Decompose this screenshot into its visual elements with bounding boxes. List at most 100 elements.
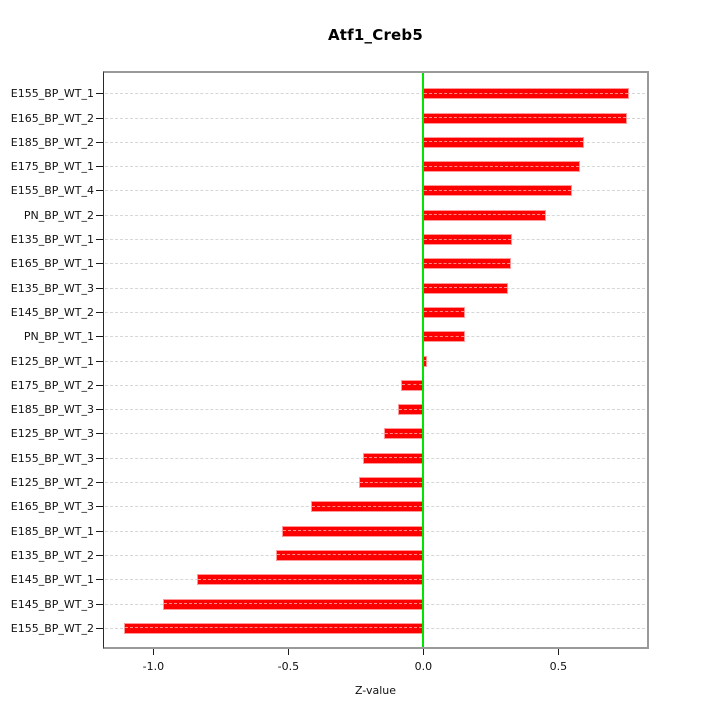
x-axis-tick bbox=[557, 649, 559, 655]
bar-dash-pattern bbox=[424, 238, 512, 240]
bar bbox=[423, 136, 585, 148]
bar-dash-pattern bbox=[424, 262, 511, 264]
bar bbox=[423, 234, 513, 245]
bar bbox=[423, 331, 466, 343]
category-label: E175_BP_WT_2 bbox=[10, 378, 94, 392]
category-label: E155_BP_WT_4 bbox=[10, 184, 94, 198]
bar bbox=[423, 258, 512, 270]
bar-dash-pattern bbox=[424, 335, 465, 337]
bar-dash-pattern bbox=[385, 432, 423, 434]
category-label: E185_BP_WT_2 bbox=[10, 135, 94, 149]
plot-area bbox=[103, 71, 649, 649]
y-axis-tick bbox=[96, 190, 103, 192]
category-label: E155_BP_WT_2 bbox=[10, 621, 94, 635]
y-axis-tick bbox=[96, 263, 103, 265]
bar bbox=[423, 88, 629, 100]
y-axis-tick bbox=[96, 579, 103, 581]
y-axis-tick bbox=[96, 287, 103, 289]
bar-dash-pattern bbox=[311, 505, 423, 507]
bar bbox=[196, 574, 424, 586]
y-axis-tick bbox=[96, 93, 103, 95]
grid-line bbox=[105, 93, 645, 95]
x-tick-label: -1.0 bbox=[142, 660, 165, 673]
bar bbox=[384, 428, 424, 440]
bar-dash-pattern bbox=[424, 117, 627, 118]
bar bbox=[281, 525, 424, 537]
bar bbox=[423, 306, 466, 318]
y-axis-tick bbox=[96, 482, 103, 483]
x-tick-label: -0.5 bbox=[277, 660, 300, 673]
bar-dash-pattern bbox=[276, 554, 423, 556]
y-axis-tick bbox=[96, 117, 103, 119]
bar-dash-pattern bbox=[399, 408, 423, 410]
grid-line bbox=[105, 311, 645, 313]
y-axis-tick bbox=[96, 384, 103, 386]
x-axis-tick bbox=[152, 649, 154, 655]
grid-line bbox=[105, 166, 645, 168]
grid-line bbox=[105, 141, 645, 143]
bar-dash-pattern bbox=[124, 627, 423, 629]
y-axis-tick bbox=[96, 530, 103, 532]
category-label: E185_BP_WT_1 bbox=[10, 524, 94, 538]
category-label: E155_BP_WT_3 bbox=[10, 451, 94, 465]
bar-dash-pattern bbox=[359, 481, 423, 483]
y-axis-tick bbox=[96, 627, 103, 629]
bar-dash-pattern bbox=[424, 141, 584, 143]
grid-line bbox=[105, 239, 645, 240]
y-axis-tick bbox=[96, 360, 103, 362]
bar-dash-pattern bbox=[282, 530, 423, 532]
bar bbox=[310, 501, 424, 513]
grid-line bbox=[105, 117, 645, 119]
grid-line bbox=[105, 360, 645, 362]
y-axis-tick bbox=[96, 336, 103, 338]
grid-line bbox=[105, 214, 645, 216]
category-label: E135_BP_WT_3 bbox=[10, 281, 94, 295]
bar-dash-pattern bbox=[424, 214, 546, 216]
y-axis-tick bbox=[96, 506, 103, 508]
x-axis-tick bbox=[422, 649, 424, 655]
bar-dash-pattern bbox=[424, 92, 628, 94]
y-axis-tick bbox=[96, 603, 103, 605]
y-axis-tick bbox=[96, 311, 103, 313]
x-tick-label: 0.5 bbox=[549, 660, 568, 673]
category-label: E165_BP_WT_2 bbox=[10, 111, 94, 125]
category-label: PN_BP_WT_2 bbox=[23, 208, 94, 222]
bar-dash-pattern bbox=[402, 384, 423, 386]
chart-title: Atf1_Creb5 bbox=[328, 26, 423, 44]
y-axis-tick bbox=[96, 239, 103, 240]
category-label: E155_BP_WT_1 bbox=[10, 87, 94, 101]
x-axis-label: Z-value bbox=[354, 684, 397, 697]
y-axis-tick bbox=[96, 141, 103, 143]
bar bbox=[358, 477, 424, 488]
bar bbox=[363, 452, 424, 464]
y-axis-tick bbox=[96, 433, 103, 435]
category-label: E135_BP_WT_1 bbox=[10, 233, 94, 246]
grid-line bbox=[105, 287, 645, 289]
y-axis-tick bbox=[96, 409, 103, 411]
bar-dash-pattern bbox=[424, 360, 426, 361]
bar bbox=[423, 185, 572, 197]
category-label: E125_BP_WT_3 bbox=[10, 427, 94, 441]
bar-dash-pattern bbox=[424, 189, 571, 191]
y-axis-tick bbox=[96, 214, 103, 216]
y-axis-tick bbox=[96, 554, 103, 556]
category-label: E135_BP_WT_2 bbox=[10, 548, 94, 562]
bar bbox=[423, 282, 509, 294]
bar-dash-pattern bbox=[424, 287, 508, 289]
category-label: E145_BP_WT_2 bbox=[10, 305, 94, 319]
category-label: E145_BP_WT_3 bbox=[10, 597, 94, 611]
category-label: E145_BP_WT_1 bbox=[10, 573, 94, 587]
bar bbox=[423, 209, 547, 221]
category-label: E125_BP_WT_2 bbox=[10, 476, 94, 489]
bar bbox=[401, 379, 424, 391]
x-tick-label: 0.0 bbox=[414, 660, 433, 673]
bar bbox=[275, 549, 424, 561]
grid-line bbox=[105, 433, 645, 435]
grid-line bbox=[105, 336, 645, 338]
bar-dash-pattern bbox=[424, 311, 465, 313]
grid-line bbox=[105, 384, 645, 386]
bar bbox=[163, 598, 424, 610]
category-label: E185_BP_WT_3 bbox=[10, 403, 94, 417]
category-label: PN_BP_WT_1 bbox=[23, 330, 94, 344]
